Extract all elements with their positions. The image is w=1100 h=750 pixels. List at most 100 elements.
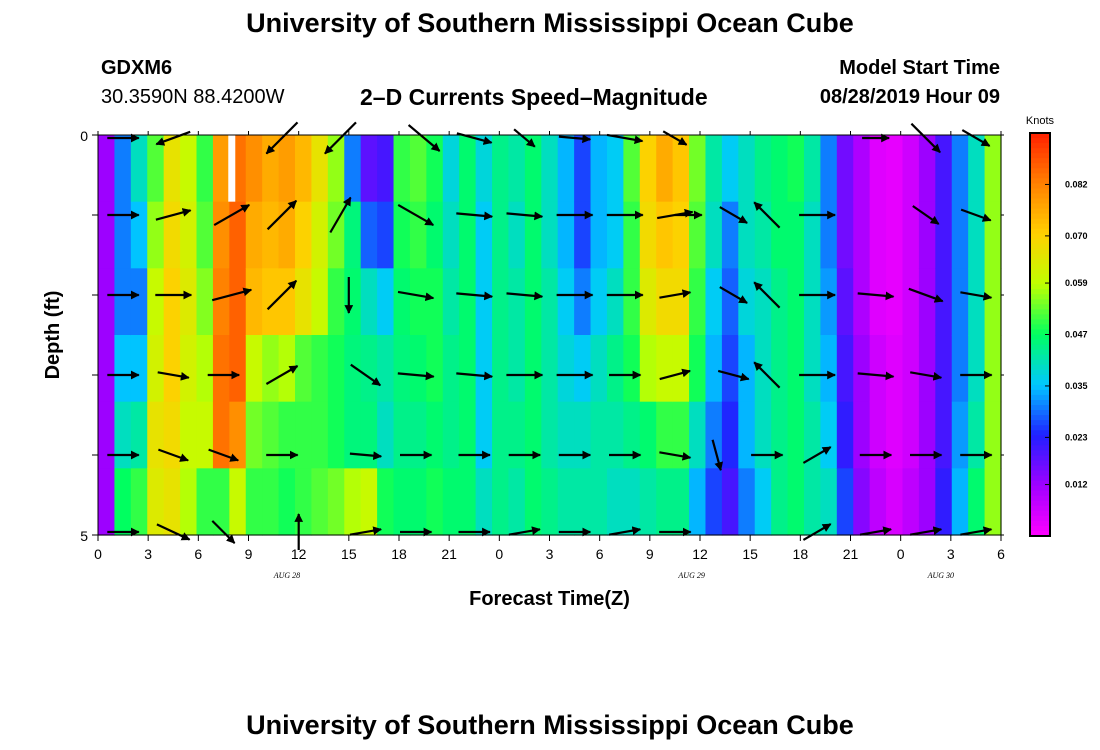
heatmap-cell	[968, 335, 986, 403]
colorbar-tick-label: 0.082	[1065, 179, 1088, 189]
colorbar-step	[1030, 379, 1050, 386]
current-vector	[857, 291, 895, 301]
heatmap-cell	[508, 268, 526, 336]
current-vector	[211, 520, 236, 544]
x-tick-label: 3	[546, 546, 554, 562]
heatmap-cell	[541, 201, 559, 269]
current-vector	[753, 361, 781, 389]
current-vector	[659, 289, 692, 299]
heatmap-cell	[163, 201, 181, 269]
heatmap-cell	[459, 401, 477, 469]
current-vector	[211, 287, 253, 302]
heatmap-cell	[590, 335, 608, 403]
current-vector	[265, 121, 299, 155]
current-vectors	[107, 121, 993, 550]
colorbar-step	[1030, 530, 1050, 537]
heatmap-cell	[311, 135, 329, 203]
date-label: AUG 30	[927, 571, 954, 580]
heatmap-cell	[689, 401, 707, 469]
colorbar-step	[1030, 193, 1050, 200]
heatmap-cell	[98, 335, 116, 403]
x-tick-label: 12	[692, 546, 708, 562]
current-vector	[558, 134, 592, 144]
heatmap-cell	[803, 135, 821, 203]
heatmap-cell	[344, 468, 362, 536]
heatmap-cell	[163, 135, 181, 203]
heatmap-cell	[426, 468, 444, 536]
heatmap-cell	[459, 335, 477, 403]
heatmap-cell	[377, 268, 395, 336]
x-tick-label: 0	[897, 546, 905, 562]
heatmap-cell	[968, 268, 986, 336]
x-tick-label: 3	[144, 546, 152, 562]
colorbar-step	[1030, 133, 1050, 139]
heatmap-cell	[820, 135, 838, 203]
heatmap-cell	[344, 335, 362, 403]
heatmap-cell	[606, 401, 624, 469]
heatmap-cell	[820, 401, 838, 469]
heatmap-cell	[409, 468, 427, 536]
heatmap-cell	[98, 468, 116, 536]
heatmap-cell	[771, 135, 789, 203]
heatmap-cell	[393, 135, 411, 203]
current-vector	[960, 526, 993, 536]
heatmap-cell	[492, 335, 510, 403]
current-vector	[912, 205, 940, 225]
heatmap-cell	[721, 268, 739, 336]
colorbar-step	[1030, 399, 1050, 406]
heatmap-cell	[262, 401, 280, 469]
heatmap-cell	[623, 335, 641, 403]
current-vector	[802, 446, 832, 464]
heatmap-cell	[557, 135, 575, 203]
heatmap-cell	[590, 401, 608, 469]
heatmap-cell	[869, 135, 887, 203]
heatmap-cell	[656, 268, 674, 336]
heatmap-cell	[836, 135, 854, 203]
heatmap-cell	[869, 401, 887, 469]
current-vector	[662, 130, 688, 146]
x-tick-label: 3	[947, 546, 955, 562]
colorbar-step	[1030, 425, 1050, 431]
current-vector	[266, 279, 298, 311]
heatmap-cell	[196, 135, 214, 203]
colorbar-step	[1030, 274, 1050, 280]
heatmap-cells	[98, 135, 1002, 536]
heatmap-cell	[935, 268, 953, 336]
heatmap-cell	[738, 335, 756, 403]
heatmap-cell	[672, 201, 690, 269]
heatmap-cell	[114, 401, 132, 469]
colorbar-step	[1030, 465, 1050, 472]
heatmap-cell	[771, 401, 789, 469]
heatmap-cell	[180, 468, 198, 536]
heatmap-cell	[853, 201, 871, 269]
heatmap-cell	[689, 135, 707, 203]
colorbar-tick-label: 0.070	[1065, 231, 1088, 241]
heatmap-cell	[557, 201, 575, 269]
heatmap-cell	[951, 335, 969, 403]
heatmap-cell	[180, 335, 198, 403]
heatmap-cell	[212, 201, 230, 269]
heatmap-cell	[639, 268, 657, 336]
heatmap-cell	[360, 401, 378, 469]
heatmap-cell	[639, 335, 657, 403]
colorbar-step	[1030, 410, 1050, 416]
current-vector	[513, 128, 536, 148]
heatmap-cell	[327, 335, 345, 403]
heatmap-cell	[886, 335, 904, 403]
heatmap-cell	[836, 201, 854, 269]
heatmap-cell	[262, 268, 280, 336]
colorbar-step	[1030, 153, 1050, 159]
colorbar-step	[1030, 344, 1050, 351]
heatmap-cell	[393, 268, 411, 336]
heatmap-cell	[656, 468, 674, 536]
colorbar-step	[1030, 515, 1050, 522]
current-vector	[456, 211, 494, 221]
heatmap-cell	[787, 468, 805, 536]
heatmap-cell	[541, 335, 559, 403]
x-tick-label: 18	[391, 546, 407, 562]
heatmap-cell	[771, 335, 789, 403]
heatmap-cell	[590, 268, 608, 336]
current-vector	[910, 526, 943, 536]
current-vector	[397, 203, 435, 227]
heatmap-cell	[738, 468, 756, 536]
